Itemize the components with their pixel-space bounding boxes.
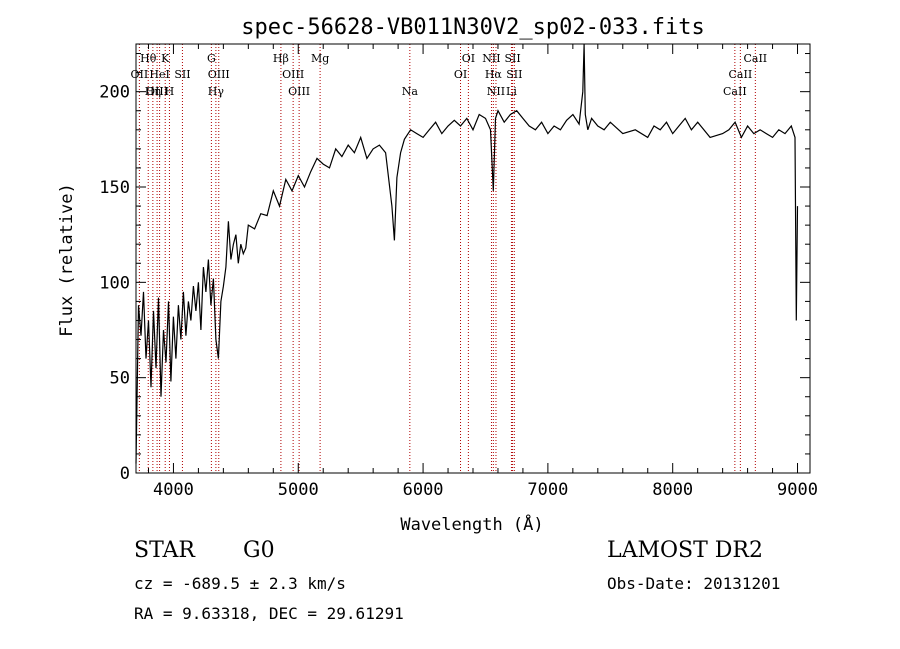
coordinates: RA = 9.63318, DEC = 29.61291 bbox=[134, 604, 404, 623]
y-axis-label: Flux (relative) bbox=[57, 183, 77, 337]
emission-line-label: OIII bbox=[282, 68, 304, 81]
x-axis-label: Wavelength (Å) bbox=[400, 513, 543, 535]
emission-line-label: OI bbox=[454, 68, 467, 81]
emission-line-label: Li bbox=[506, 85, 517, 98]
emission-line-label: SII bbox=[174, 68, 190, 81]
emission-line-label: G bbox=[207, 52, 216, 65]
emission-line-label: Mg bbox=[311, 52, 329, 65]
emission-line-label: K bbox=[161, 52, 170, 65]
y-tick-label: 0 bbox=[120, 464, 130, 484]
survey-name: LAMOST DR2 bbox=[607, 538, 763, 563]
emission-line-label: SII bbox=[504, 52, 520, 65]
x-tick-label: 7000 bbox=[527, 480, 568, 500]
emission-line-label: NII bbox=[487, 85, 505, 98]
emission-line-label: Hγ bbox=[208, 85, 225, 98]
emission-line-label: Hη bbox=[145, 85, 161, 98]
y-tick-label: 200 bbox=[99, 83, 130, 103]
chart-title: spec-56628-VB011N30V2_sp02-033.fits bbox=[241, 15, 705, 40]
emission-line-label: CaII bbox=[723, 85, 747, 98]
emission-line-label: Na bbox=[402, 85, 419, 98]
emission-line-label: OIII bbox=[146, 85, 168, 98]
emission-line-label: H bbox=[165, 85, 175, 98]
emission-line-label: OI bbox=[462, 52, 475, 65]
emission-line-label: OIII bbox=[288, 85, 310, 98]
emission-line-markers bbox=[138, 44, 756, 473]
emission-line-label: OII bbox=[131, 68, 149, 81]
emission-line-label: HeI bbox=[149, 68, 169, 81]
emission-line-label: Hθ bbox=[140, 52, 157, 65]
emission-line-label: OIII bbox=[208, 68, 230, 81]
object-subclass: G0 bbox=[243, 538, 275, 563]
axis-ticks: 4000 5000 6000 7000 8000 9000 0 50 100 150 200 bbox=[99, 44, 818, 500]
plot-frame bbox=[135, 43, 811, 474]
spectrum-line bbox=[135, 43, 799, 464]
x-tick-label: 4000 bbox=[153, 480, 194, 500]
y-tick-label: 50 bbox=[110, 369, 130, 389]
y-tick-label: 100 bbox=[99, 273, 130, 293]
redshift-cz: cz = -689.5 ± 2.3 km/s bbox=[134, 574, 346, 593]
emission-line-label: SII bbox=[506, 68, 522, 81]
y-tick-label: 150 bbox=[99, 178, 130, 198]
emission-line-label: Hα bbox=[485, 68, 503, 81]
x-tick-label: 5000 bbox=[278, 480, 319, 500]
object-class: STAR bbox=[134, 538, 195, 563]
emission-line-label: CaII bbox=[743, 52, 767, 65]
emission-line-label: Hβ bbox=[273, 52, 289, 65]
emission-line-labels: Hθ OII OIII K HeI Hη SII H G OIII Hγ Hβ OIII OIII Mg Na… bbox=[131, 52, 768, 98]
x-tick-label: 6000 bbox=[403, 480, 444, 500]
x-tick-label: 9000 bbox=[777, 480, 818, 500]
x-tick-label: 8000 bbox=[652, 480, 693, 500]
emission-line-label: CaII bbox=[729, 68, 753, 81]
emission-line-label: NII bbox=[482, 52, 500, 65]
observation-date: Obs-Date: 20131201 bbox=[607, 574, 781, 593]
